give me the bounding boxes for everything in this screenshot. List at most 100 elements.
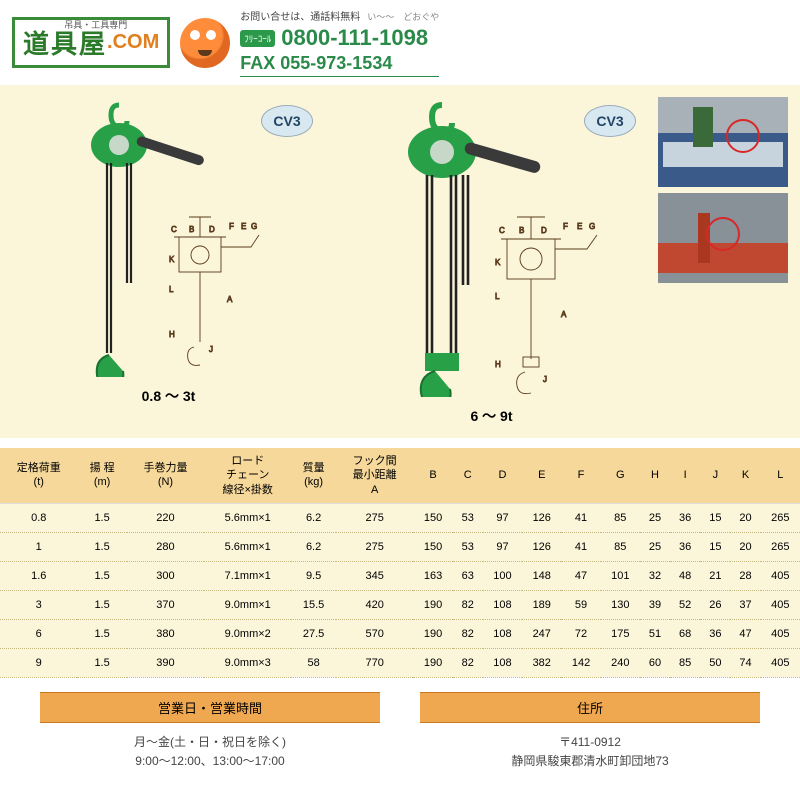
svg-text:J: J [543, 375, 547, 384]
table-cell: 220 [127, 503, 204, 532]
table-cell: 20 [730, 503, 760, 532]
table-cell: 26 [700, 590, 730, 619]
table-cell: 101 [601, 561, 640, 590]
table-cell: 126 [522, 503, 561, 532]
table-row: 91.53909.0mm×358770190821083821422406085… [0, 648, 800, 677]
table-cell: 74 [730, 648, 760, 677]
table-cell: 68 [670, 619, 700, 648]
svg-text:B: B [519, 226, 524, 235]
svg-text:J: J [209, 345, 213, 354]
table-cell: 382 [522, 648, 561, 677]
table-cell: 405 [761, 590, 800, 619]
table-cell: 405 [761, 561, 800, 590]
contact-furigana: い～～ どおぐや [367, 12, 439, 22]
table-cell: 190 [413, 619, 452, 648]
table-cell: 15 [700, 503, 730, 532]
range-label-large: 6 ～ 9t [335, 406, 648, 426]
table-cell: 9.0mm×2 [204, 619, 291, 648]
logo-tagline: 吊具・工具専門 [64, 18, 127, 31]
table-header: K [730, 448, 760, 503]
table-cell: 59 [561, 590, 600, 619]
table-cell: 60 [640, 648, 670, 677]
business-hours: 営業日・営業時間 月～金(土・日・祝日を除く) 9:00～12:00、13:00… [40, 692, 380, 781]
hoist-diagram-small: C B D F E G K L A H J [59, 97, 279, 377]
table-cell: 51 [640, 619, 670, 648]
table-cell: 36 [700, 619, 730, 648]
table-header: G [601, 448, 640, 503]
svg-text:D: D [541, 226, 547, 235]
table-header: H [640, 448, 670, 503]
svg-text:L: L [495, 292, 500, 301]
table-row: 61.53809.0mm×227.55701908210824772175516… [0, 619, 800, 648]
table-cell: 1.5 [77, 619, 126, 648]
svg-text:A: A [561, 310, 567, 319]
spec-table: 定格荷重(t)揚 程(m)手巻力量(N)ロードチェーン線径×掛数質量(kg)フッ… [0, 448, 800, 678]
table-cell: 380 [127, 619, 204, 648]
table-cell: 41 [561, 503, 600, 532]
table-cell: 240 [601, 648, 640, 677]
svg-text:E: E [241, 222, 246, 231]
table-cell: 39 [640, 590, 670, 619]
table-header: F [561, 448, 600, 503]
table-cell: 275 [336, 503, 413, 532]
svg-text:H: H [495, 360, 501, 369]
table-cell: 265 [761, 532, 800, 561]
table-cell: 47 [730, 619, 760, 648]
table-cell: 0.8 [0, 503, 77, 532]
table-cell: 36 [670, 503, 700, 532]
table-cell: 275 [336, 532, 413, 561]
postal-code: 〒411-0912 [424, 733, 756, 752]
table-cell: 1 [0, 532, 77, 561]
logo[interactable]: 吊具・工具専門 道具屋 .COM [12, 17, 170, 68]
table-cell: 130 [601, 590, 640, 619]
table-cell: 27.5 [291, 619, 336, 648]
table-cell: 9.5 [291, 561, 336, 590]
table-cell: 97 [483, 532, 522, 561]
telephone-number[interactable]: 0800-111-1098 [281, 25, 428, 51]
table-header: L [761, 448, 800, 503]
table-cell: 72 [561, 619, 600, 648]
table-cell: 148 [522, 561, 561, 590]
svg-text:A: A [227, 295, 233, 304]
svg-text:G: G [589, 222, 595, 231]
table-cell: 108 [483, 619, 522, 648]
svg-text:H: H [169, 330, 175, 339]
svg-text:K: K [495, 258, 501, 267]
site-header: 吊具・工具専門 道具屋 .COM お問い合せは、通話料無料 い～～ どおぐや ﾌ… [0, 0, 800, 85]
table-cell: 345 [336, 561, 413, 590]
svg-text:D: D [209, 225, 215, 234]
svg-text:L: L [169, 285, 174, 294]
table-cell: 48 [670, 561, 700, 590]
table-cell: 570 [336, 619, 413, 648]
table-row: 0.81.52205.6mm×16.2275150539712641852536… [0, 503, 800, 532]
table-cell: 52 [670, 590, 700, 619]
table-header: I [670, 448, 700, 503]
svg-text:C: C [499, 226, 505, 235]
table-header: C [453, 448, 483, 503]
table-header: 質量(kg) [291, 448, 336, 503]
table-cell: 280 [127, 532, 204, 561]
freecall-badge: ﾌﾘｰｺｰﾙ [240, 30, 275, 47]
table-cell: 7.1mm×1 [204, 561, 291, 590]
table-cell: 142 [561, 648, 600, 677]
table-cell: 1.5 [77, 561, 126, 590]
footer: 営業日・営業時間 月～金(土・日・祝日を除く) 9:00～12:00、13:00… [0, 692, 800, 801]
address-line: 静岡県駿東郡清水町卸団地73 [424, 752, 756, 771]
table-cell: 6.2 [291, 503, 336, 532]
table-cell: 189 [522, 590, 561, 619]
table-cell: 6.2 [291, 532, 336, 561]
table-cell: 175 [601, 619, 640, 648]
table-header: 揚 程(m) [77, 448, 126, 503]
table-cell: 1.5 [77, 532, 126, 561]
address-heading: 住所 [420, 692, 760, 723]
table-cell: 50 [700, 648, 730, 677]
table-cell: 190 [413, 648, 452, 677]
range-label-small: 0.8 ～ 3t [12, 386, 325, 406]
hours-heading: 営業日・営業時間 [40, 692, 380, 723]
table-cell: 9 [0, 648, 77, 677]
table-cell: 163 [413, 561, 452, 590]
table-cell: 53 [453, 503, 483, 532]
table-cell: 420 [336, 590, 413, 619]
table-cell: 9.0mm×1 [204, 590, 291, 619]
table-cell: 1.6 [0, 561, 77, 590]
